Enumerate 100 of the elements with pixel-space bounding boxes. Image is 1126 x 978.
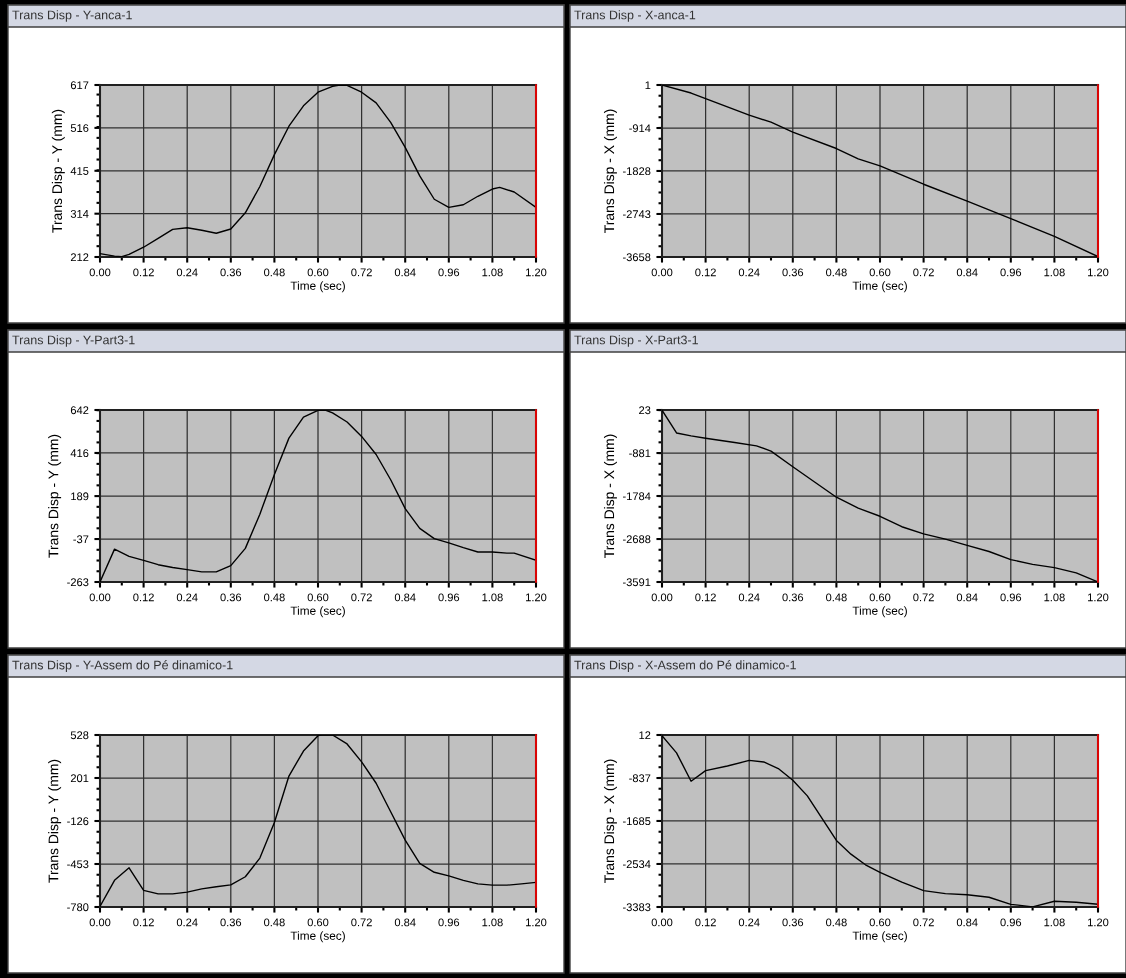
y-tick-label: 201 xyxy=(70,774,89,783)
x-tick-label: 1.20 xyxy=(1088,593,1109,602)
x-tick-label: 1.08 xyxy=(1044,268,1065,277)
x-tick-label: 0.60 xyxy=(869,918,891,927)
chart-title: Trans Disp - X-Assem do Pé dinamico-1 xyxy=(574,660,796,672)
x-tick-label: 1.20 xyxy=(526,268,547,277)
x-axis-title: Time (sec) xyxy=(852,281,907,293)
chart-title: Trans Disp - Y-Assem do Pé dinamico-1 xyxy=(12,660,233,672)
y-tick-label: -2534 xyxy=(622,860,651,869)
x-tick-label: 0.60 xyxy=(307,593,329,602)
y-tick-label: 642 xyxy=(70,406,89,415)
x-tick-label: 0.48 xyxy=(826,593,847,602)
y-tick-label: -2743 xyxy=(622,210,651,219)
y-tick-label: 1 xyxy=(645,81,651,90)
x-tick-label: 0.48 xyxy=(264,268,285,277)
y-tick-label: -2688 xyxy=(622,535,651,544)
x-tick-label: 0.72 xyxy=(351,268,372,277)
x-tick-label: 0.48 xyxy=(826,918,847,927)
y-tick-label: 415 xyxy=(70,167,89,175)
x-tick-label: 0.72 xyxy=(351,593,372,602)
x-tick-label: 0.96 xyxy=(438,593,460,602)
x-tick-label: 0.12 xyxy=(695,918,716,927)
x-axis-title: Time (sec) xyxy=(290,606,345,618)
x-tick-label: 0.96 xyxy=(438,268,460,277)
y-tick-label: -126 xyxy=(67,817,89,826)
x-tick-label: 0.24 xyxy=(176,268,198,277)
y-tick-label: 189 xyxy=(71,492,89,501)
x-tick-label: 0.84 xyxy=(394,593,416,602)
x-tick-label: 0.72 xyxy=(913,268,934,277)
x-tick-label: 1.08 xyxy=(482,918,503,927)
x-tick-label: 0.84 xyxy=(394,918,416,927)
y-tick-label: -3591 xyxy=(622,578,651,587)
x-tick-label: 0.72 xyxy=(913,593,934,602)
y-tick-label: 23 xyxy=(639,406,651,415)
x-tick-label: 0.96 xyxy=(438,918,460,927)
chart-title: Trans Disp - X-anca-1 xyxy=(574,10,696,22)
x-tick-label: 1.08 xyxy=(1044,918,1065,927)
x-tick-label: 0.36 xyxy=(782,918,804,927)
y-axis-title: Trans Disp - Y (mm) xyxy=(51,109,65,233)
line-series xyxy=(100,85,536,257)
x-tick-label: 0.00 xyxy=(651,918,673,927)
x-tick-label: 0.84 xyxy=(956,918,978,927)
y-tick-label: -1784 xyxy=(622,492,651,501)
x-tick-label: 0.24 xyxy=(738,918,760,927)
y-tick-label: -780 xyxy=(67,903,89,912)
x-tick-label: 0.12 xyxy=(695,593,716,602)
y-tick-label: 12 xyxy=(639,731,651,740)
chart-title: Trans Disp - X-Part3-1 xyxy=(574,335,698,347)
y-tick-label: 314 xyxy=(70,209,89,218)
x-tick-label: 1.20 xyxy=(1088,268,1109,277)
x-tick-label: 0.36 xyxy=(220,268,242,277)
y-tick-label: -881 xyxy=(629,449,651,458)
x-tick-label: 0.00 xyxy=(651,268,673,277)
x-tick-label: 0.72 xyxy=(913,918,934,927)
y-axis-title: Trans Disp - Y (mm) xyxy=(48,434,62,558)
x-tick-label: 0.12 xyxy=(133,268,154,277)
x-axis-title: Time (sec) xyxy=(290,281,345,293)
x-tick-label: 0.48 xyxy=(264,918,285,927)
x-tick-label: 0.72 xyxy=(351,918,372,927)
chart-title: Trans Disp - Y-Part3-1 xyxy=(12,335,135,347)
x-tick-label: 1.08 xyxy=(482,593,503,602)
y-axis-title: Trans Disp - Y (mm) xyxy=(48,759,62,883)
y-tick-label: -1685 xyxy=(622,817,651,826)
y-tick-label: 416 xyxy=(70,449,89,458)
x-tick-label: 1.08 xyxy=(482,268,503,277)
y-axis-title: Trans Disp - X (mm) xyxy=(603,109,617,233)
x-tick-label: 0.96 xyxy=(1000,918,1022,927)
x-tick-label: 0.60 xyxy=(307,918,329,927)
y-tick-label: -3383 xyxy=(622,903,651,912)
y-axis-title: Trans Disp - X (mm) xyxy=(603,759,617,883)
y-tick-label: -1828 xyxy=(622,167,651,176)
x-tick-label: 0.96 xyxy=(1000,593,1022,602)
x-tick-label: 0.00 xyxy=(89,593,111,602)
y-tick-label: -453 xyxy=(67,860,89,869)
x-axis-title: Time (sec) xyxy=(852,931,907,943)
x-tick-label: 0.24 xyxy=(176,593,198,602)
x-tick-label: 0.48 xyxy=(826,268,847,277)
x-tick-label: 1.20 xyxy=(526,593,547,602)
x-tick-label: 0.36 xyxy=(220,593,242,602)
x-tick-label: 1.20 xyxy=(526,918,547,927)
x-tick-label: 1.20 xyxy=(1088,918,1109,927)
y-tick-label: 528 xyxy=(70,731,89,740)
x-tick-label: 0.36 xyxy=(782,268,804,277)
x-tick-label: 0.36 xyxy=(782,593,804,602)
x-tick-label: 0.84 xyxy=(956,268,978,277)
x-tick-label: 0.12 xyxy=(695,268,716,277)
y-tick-label: -37 xyxy=(73,535,89,544)
x-tick-label: 0.60 xyxy=(869,593,891,602)
y-axis-title: Trans Disp - X (mm) xyxy=(603,434,617,558)
x-axis-title: Time (sec) xyxy=(290,931,345,943)
x-tick-label: 0.96 xyxy=(1000,268,1022,277)
x-tick-label: 0.84 xyxy=(956,593,978,602)
x-tick-label: 0.12 xyxy=(133,593,154,602)
chart-title: Trans Disp - Y-anca-1 xyxy=(12,10,132,22)
x-tick-label: 1.08 xyxy=(1044,593,1065,602)
x-tick-label: 0.00 xyxy=(89,918,111,927)
y-tick-label: 212 xyxy=(70,253,89,262)
x-tick-label: 0.00 xyxy=(651,593,673,602)
y-tick-label: -914 xyxy=(629,124,651,133)
x-tick-label: 0.12 xyxy=(133,918,154,927)
